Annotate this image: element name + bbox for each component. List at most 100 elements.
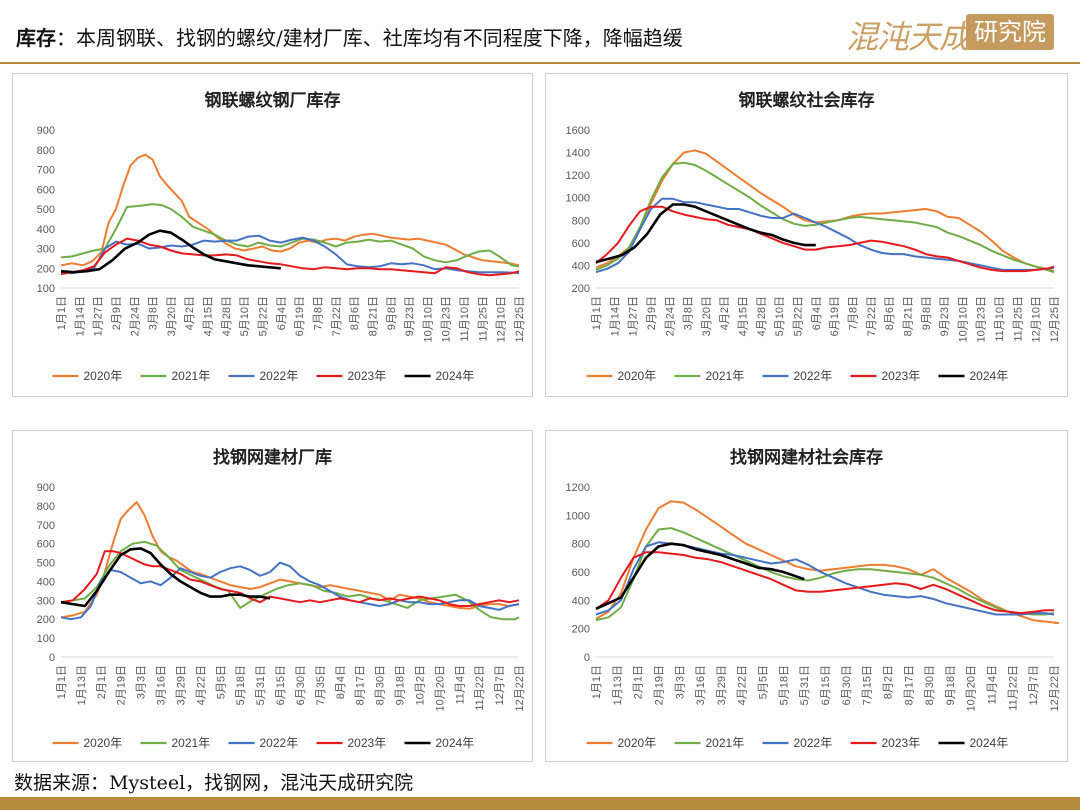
y-tick-label: 0 (49, 652, 55, 664)
x-tick-label: 7月15日 (862, 665, 874, 705)
chart-social-rebar: 钢联螺纹社会库存 200 400 600 800 1000 1200 1400 1600 1月1日… (566, 90, 1061, 383)
x-tick-label: 2月9日 (111, 296, 123, 330)
chart-panel-4: 找钢网建材社会库存 0 200 400 600 800 1000 1200 1月1日 1月13日 2… (545, 430, 1068, 762)
legend-label: 2024年 (436, 369, 475, 383)
series-line-2024 (60, 547, 271, 608)
series-line-2021 (60, 540, 520, 621)
x-tick-label: 11月22日 (1007, 665, 1019, 711)
y-tick-label: 600 (572, 567, 590, 579)
header-divider (0, 62, 1080, 64)
y-tick-label: 1000 (566, 510, 590, 522)
legend-label: 2020年 (618, 736, 657, 750)
x-tick-label: 4月15日 (738, 296, 750, 336)
y-tick-label: 900 (37, 482, 55, 494)
x-tick-label: 4月28日 (221, 296, 233, 336)
legend-label: 2024年 (970, 369, 1009, 383)
x-tick-label: 3月8日 (683, 296, 695, 330)
series-line-2021 (595, 161, 1055, 274)
y-tick-label: 100 (37, 283, 55, 295)
x-tick-label: 1月1日 (56, 296, 68, 330)
x-tick-label: 6月19日 (829, 296, 841, 336)
x-tick-label: 6月15日 (820, 665, 832, 705)
series-line-2020 (60, 153, 520, 267)
brand-logo: 混沌天成 研究院 (846, 10, 1058, 56)
x-tick-label: 4月28日 (756, 296, 768, 336)
y-tick-label: 1200 (566, 170, 590, 182)
legend-label: 2023年 (882, 369, 921, 383)
y-tick-label: 600 (37, 184, 55, 196)
x-tick-label: 9月23日 (404, 296, 416, 336)
x-tick-label: 11月25日 (477, 296, 489, 342)
y-tick-label: 200 (572, 283, 590, 295)
x-tick-label: 1月13日 (612, 665, 624, 705)
x-tick-label: 12月10日 (496, 296, 508, 342)
x-tick-label: 1月1日 (591, 296, 603, 330)
y-tick-label: 1600 (566, 125, 590, 137)
x-tick-label: 1月1日 (591, 665, 603, 699)
legend-label: 2023年 (348, 736, 387, 750)
x-tick-label: 5月22日 (793, 296, 805, 336)
x-tick-label: 5月10日 (774, 296, 786, 336)
x-tick-label: 1月13日 (76, 665, 88, 705)
x-tick-label: 3月29日 (175, 665, 187, 705)
series-line-2024 (60, 229, 281, 274)
x-tick-label: 5月10日 (239, 296, 251, 336)
x-tick-label: 12月25日 (1049, 296, 1061, 342)
x-tick-label: 2月19日 (116, 665, 128, 705)
x-tick-label: 5月5日 (758, 665, 770, 699)
page-title: 库存：本周钢联、找钢的螺纹/建材厂库、社库均有不同程度下降，降幅趋缓 (16, 22, 683, 51)
legend-label: 2024年 (436, 736, 475, 750)
x-tick-label: 10月20日 (434, 665, 446, 711)
y-tick-label: 200 (37, 263, 55, 275)
legend-label: 2020年 (84, 736, 123, 750)
x-tick-label: 7月8日 (847, 296, 859, 330)
title-label: 库存 (16, 26, 56, 50)
legend-label: 2022年 (794, 369, 833, 383)
series-line-2022 (60, 561, 520, 621)
x-tick-label: 3月16日 (156, 665, 168, 705)
legend-label: 2024年 (970, 736, 1009, 750)
series-line-2022 (595, 197, 1055, 274)
legend-label: 2020年 (84, 369, 123, 383)
x-tick-label: 8月17日 (903, 665, 915, 705)
footer-bar (0, 797, 1080, 810)
x-tick-label: 3月16日 (695, 665, 707, 705)
chart-mill-rebar: 钢联螺纹钢厂库存 100 200 300 400 500 600 700 800 900 1月1日 1… (37, 90, 526, 383)
x-tick-label: 11月22日 (474, 665, 486, 711)
x-tick-label: 8月21日 (902, 296, 914, 336)
x-tick-label: 1月14日 (609, 296, 621, 336)
x-tick-label: 1月27日 (628, 296, 640, 336)
x-tick-label: 1月14日 (74, 296, 86, 336)
x-tick-label: 7月8日 (312, 296, 324, 330)
y-tick-label: 1200 (566, 482, 590, 494)
x-tick-label: 2月19日 (653, 665, 665, 705)
x-tick-label: 9月23日 (939, 296, 951, 336)
y-tick-label: 300 (37, 595, 55, 607)
x-tick-label: 9月18日 (945, 665, 957, 705)
x-tick-label: 3月20日 (166, 296, 178, 336)
series-line-2024 (595, 542, 805, 610)
legend-label: 2021年 (172, 369, 211, 383)
y-tick-label: 800 (37, 501, 55, 513)
x-tick-label: 12月7日 (1028, 665, 1040, 705)
y-tick-label: 400 (572, 260, 590, 272)
x-tick-label: 1月27日 (93, 296, 105, 336)
x-tick-label: 9月8日 (921, 296, 933, 330)
legend-label: 2021年 (706, 369, 745, 383)
x-tick-label: 6月30日 (841, 665, 853, 705)
chart-panel-1: 钢联螺纹钢厂库存 100 200 300 400 500 600 700 800 900 1月1日 1… (12, 73, 533, 397)
x-tick-label: 2月1日 (96, 665, 108, 699)
x-tick-label: 8月30日 (924, 665, 936, 705)
x-tick-label: 5月22日 (258, 296, 270, 336)
logo-box-text: 研究院 (966, 14, 1054, 50)
title-separator: ： (56, 26, 76, 50)
y-tick-label: 700 (37, 520, 55, 532)
x-tick-label: 10月10日 (957, 296, 969, 342)
y-tick-label: 700 (37, 165, 55, 177)
legend-label: 2022年 (260, 369, 299, 383)
x-tick-label: 12月10日 (1031, 296, 1043, 342)
x-tick-label: 10月23日 (441, 296, 453, 342)
x-tick-label: 10月20日 (966, 665, 978, 711)
x-tick-label: 4月2日 (184, 296, 196, 330)
x-tick-label: 7月22日 (331, 296, 343, 336)
